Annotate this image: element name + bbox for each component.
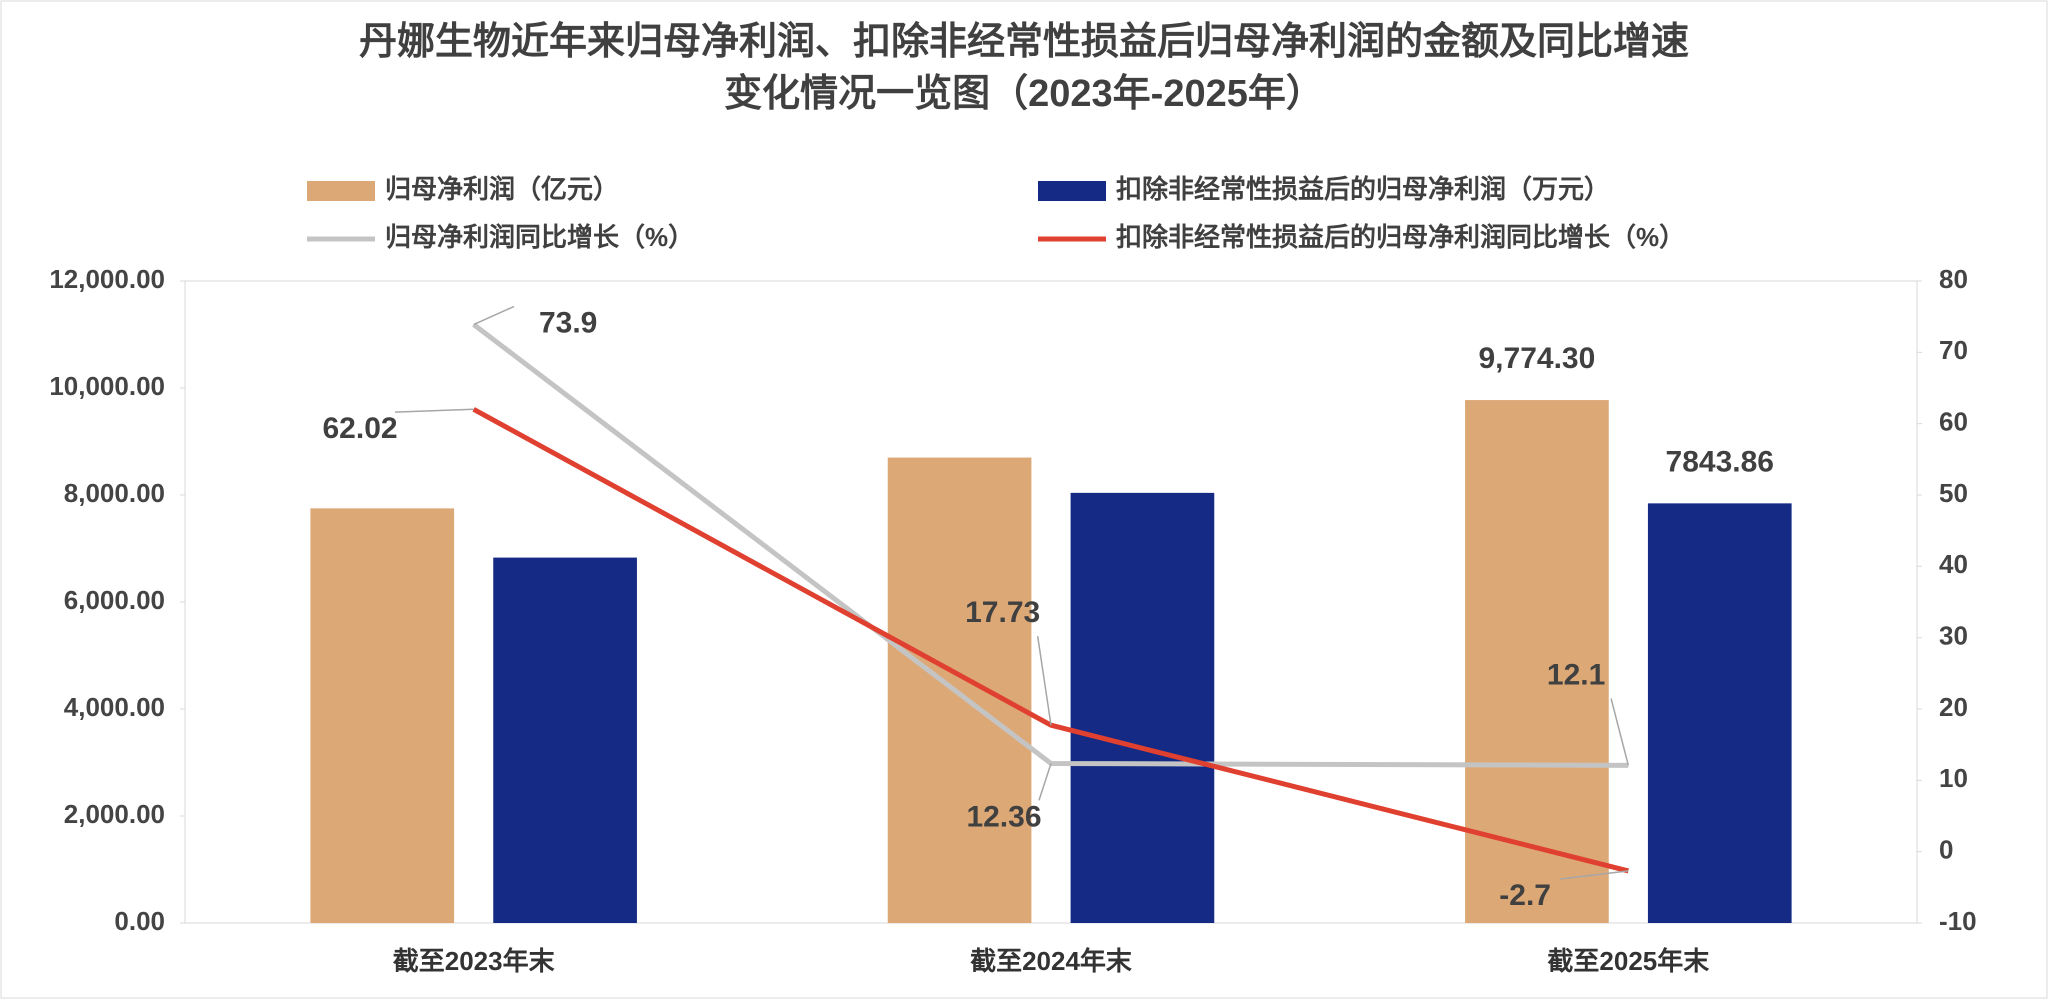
value-label: 12.1 <box>1547 658 1605 691</box>
value-label: 73.9 <box>539 306 597 339</box>
line <box>472 407 1629 874</box>
value-label: 12.36 <box>966 800 1041 833</box>
y2-tick-label: 0 <box>1939 835 1953 865</box>
leader-line <box>1610 698 1630 766</box>
legend-label: 扣除非经常性损益后的归母净利润同比增长（%） <box>1116 222 1685 252</box>
y-tick-label: 12,000.00 <box>49 264 165 294</box>
y2-tick-label: 30 <box>1939 621 1968 651</box>
bar <box>493 557 637 923</box>
y-tick-label: 6,000.00 <box>64 585 165 615</box>
chart-title: 丹娜生物近年来归母净利润、扣除非经常性损益后归母净利润的金额及同比增速 <box>359 20 1689 63</box>
bar <box>1647 503 1792 923</box>
y2-tick-label: 70 <box>1939 335 1968 365</box>
y2-tick-label: 80 <box>1939 264 1968 294</box>
value-label: 62.02 <box>322 412 397 445</box>
y-tick-label: 10,000.00 <box>49 371 165 401</box>
bar <box>310 508 455 923</box>
leader-line <box>395 408 474 413</box>
legend-label: 归母净利润（亿元） <box>385 174 619 204</box>
y-tick-label: 4,000.00 <box>64 692 165 722</box>
leader-line <box>1036 636 1052 726</box>
legend-label: 扣除非经常性损益后的归母净利润（万元） <box>1116 174 1610 204</box>
y-tick-label: 8,000.00 <box>64 478 165 508</box>
y-tick-label: 2,000.00 <box>64 799 165 829</box>
bar <box>887 457 1032 923</box>
x-tick-label: 截至2025年末 <box>1547 946 1710 976</box>
value-label: 9,774.30 <box>1479 342 1596 375</box>
x-tick-label: 截至2024年末 <box>970 946 1133 976</box>
x-tick-label: 截至2023年末 <box>393 946 556 976</box>
y2-tick-label: 40 <box>1939 549 1968 579</box>
legend-label: 归母净利润同比增长（%） <box>385 222 694 252</box>
legend-swatch <box>307 181 375 201</box>
y2-tick-label: 20 <box>1939 692 1968 722</box>
leader-line <box>1038 763 1052 801</box>
bar <box>1070 492 1215 923</box>
value-label: 7843.86 <box>1666 445 1774 478</box>
y2-tick-label: 50 <box>1939 478 1968 508</box>
leader-line <box>473 305 515 326</box>
value-label: 17.73 <box>965 596 1040 629</box>
value-label: -2.7 <box>1499 879 1551 912</box>
y2-tick-label: 10 <box>1939 763 1968 793</box>
legend-swatch <box>1038 181 1106 201</box>
leader-line <box>1560 870 1629 880</box>
chart-subtitle: 变化情况一览图（2023年-2025年） <box>724 73 1324 115</box>
y2-tick-label: -10 <box>1939 906 1977 936</box>
y-tick-label: 0.00 <box>114 906 165 936</box>
y2-tick-label: 60 <box>1939 407 1968 437</box>
